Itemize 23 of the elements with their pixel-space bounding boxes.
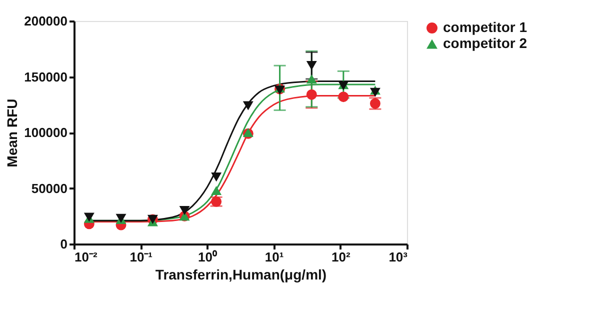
point [211, 186, 222, 196]
x-tick-label: 10⁻² [74, 250, 98, 264]
y-tick-label: 0 [60, 236, 68, 252]
point [338, 92, 349, 102]
point [242, 101, 254, 110]
point [179, 206, 190, 216]
x-tick-label: 10³ [388, 250, 408, 264]
x-tick-label: 10¹ [264, 250, 284, 264]
y-tick-label: 200000 [24, 14, 68, 28]
legend-label: competitor 1 [443, 19, 528, 35]
x-tick-label: 10⁰ [198, 250, 218, 264]
point [306, 61, 317, 70]
point [306, 74, 317, 84]
y-tick-label: 50000 [31, 180, 68, 196]
point [211, 172, 222, 182]
point [306, 89, 317, 100]
legend-label: competitor 2 [443, 35, 528, 51]
y-axis-title: Mean RFU [4, 98, 20, 168]
x-tick-label: 10⁻¹ [130, 250, 152, 264]
x-tick-label: 10² [332, 250, 351, 264]
y-tick-label: 150000 [24, 69, 68, 84]
y-tick-label: 100000 [24, 125, 68, 140]
x-axis-title: Transferrin,Human(μg/ml) [155, 266, 327, 282]
